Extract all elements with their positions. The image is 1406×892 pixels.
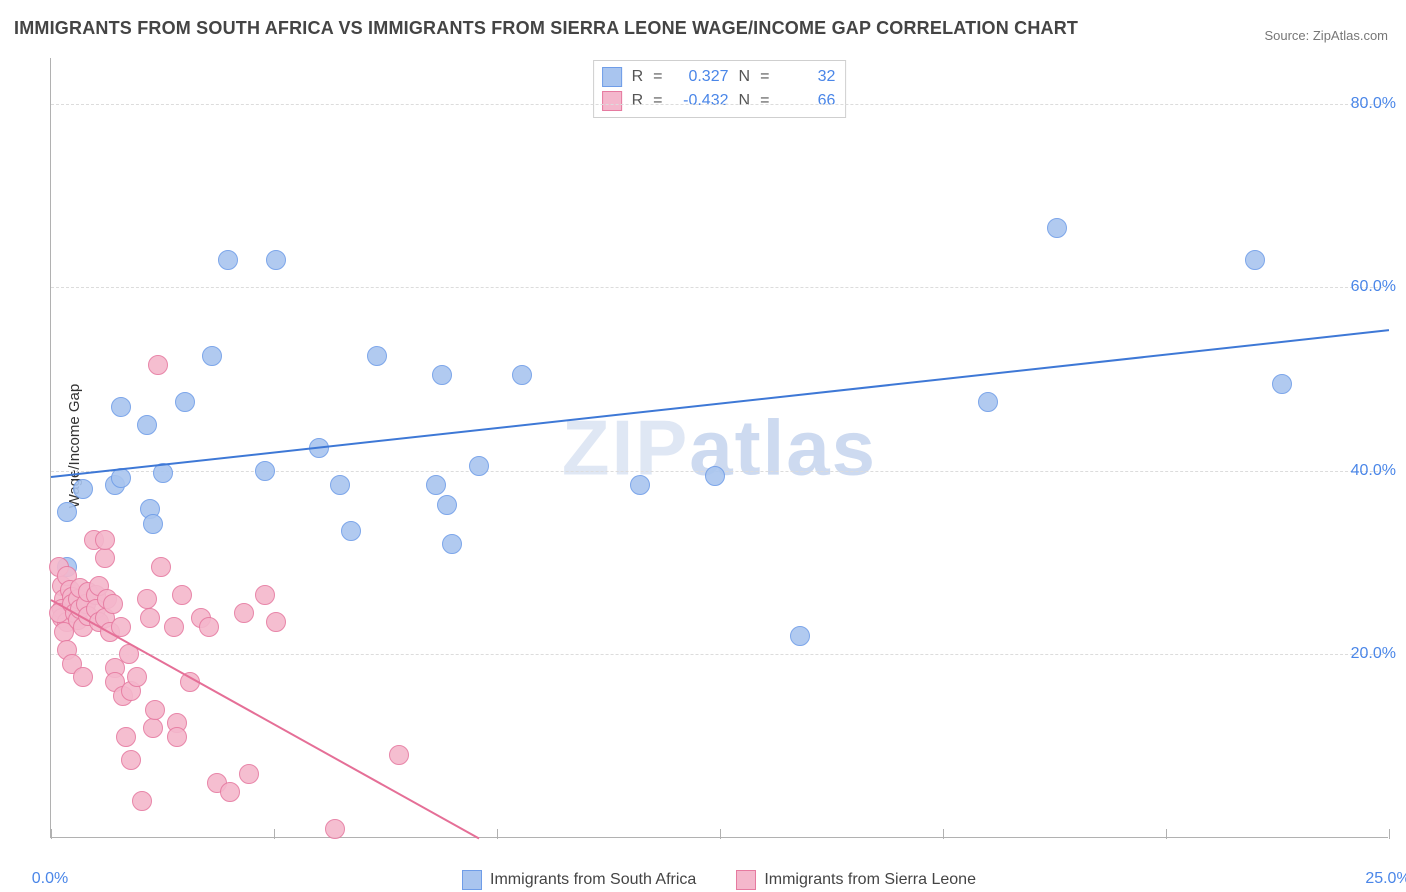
- point-sierra-leone: [239, 764, 259, 784]
- r-value-south-africa: 0.327: [673, 65, 729, 89]
- point-sierra-leone: [95, 548, 115, 568]
- legend-row-south-africa: R = 0.327 N = 32: [602, 65, 836, 89]
- point-sierra-leone: [140, 608, 160, 628]
- y-tick-label: 80.0%: [1351, 95, 1396, 113]
- swatch-sierra-leone: [736, 870, 756, 890]
- point-south-africa: [57, 502, 77, 522]
- point-sierra-leone: [73, 667, 93, 687]
- legend-item-sierra-leone: Immigrants from Sierra Leone: [736, 870, 976, 890]
- point-sierra-leone: [132, 791, 152, 811]
- point-south-africa: [437, 495, 457, 515]
- point-sierra-leone: [389, 745, 409, 765]
- chart-title: IMMIGRANTS FROM SOUTH AFRICA VS IMMIGRAN…: [14, 18, 1078, 39]
- point-sierra-leone: [164, 617, 184, 637]
- point-south-africa: [1272, 374, 1292, 394]
- point-south-africa: [73, 479, 93, 499]
- x-tick: [51, 829, 52, 839]
- point-sierra-leone: [325, 819, 345, 839]
- point-south-africa: [111, 468, 131, 488]
- point-south-africa: [143, 514, 163, 534]
- point-sierra-leone: [220, 782, 240, 802]
- n-label: N: [739, 65, 751, 89]
- gridline: [51, 654, 1388, 655]
- r-label: R: [632, 65, 644, 89]
- swatch-south-africa: [462, 870, 482, 890]
- n-value-sierra-leone: 66: [779, 89, 835, 113]
- r-label: R: [632, 89, 644, 113]
- point-sierra-leone: [116, 727, 136, 747]
- point-south-africa: [1245, 250, 1265, 270]
- point-south-africa: [1047, 218, 1067, 238]
- point-south-africa: [432, 365, 452, 385]
- trendline-sierra-leone: [51, 600, 480, 840]
- point-sierra-leone: [121, 750, 141, 770]
- point-sierra-leone: [143, 718, 163, 738]
- correlation-legend: R = 0.327 N = 32 R = -0.432 N = 66: [593, 60, 847, 118]
- y-tick-label: 20.0%: [1351, 645, 1396, 663]
- equals-sign: =: [760, 89, 769, 113]
- point-sierra-leone: [95, 530, 115, 550]
- gridline: [51, 104, 1388, 105]
- point-sierra-leone: [103, 594, 123, 614]
- point-south-africa: [202, 346, 222, 366]
- point-sierra-leone: [167, 727, 187, 747]
- equals-sign: =: [653, 89, 662, 113]
- swatch-sierra-leone: [602, 91, 622, 111]
- point-south-africa: [978, 392, 998, 412]
- point-south-africa: [175, 392, 195, 412]
- legend-label-south-africa: Immigrants from South Africa: [490, 871, 696, 889]
- x-tick: [497, 829, 498, 839]
- point-south-africa: [137, 415, 157, 435]
- point-south-africa: [266, 250, 286, 270]
- source-attribution: Source: ZipAtlas.com: [1264, 28, 1388, 43]
- point-sierra-leone: [145, 700, 165, 720]
- point-sierra-leone: [172, 585, 192, 605]
- series-legend: Immigrants from South Africa Immigrants …: [50, 870, 1388, 890]
- point-sierra-leone: [137, 589, 157, 609]
- equals-sign: =: [653, 65, 662, 89]
- r-value-sierra-leone: -0.432: [673, 89, 729, 113]
- point-sierra-leone: [255, 585, 275, 605]
- point-south-africa: [512, 365, 532, 385]
- point-sierra-leone: [148, 355, 168, 375]
- gridline: [51, 287, 1388, 288]
- x-tick: [1389, 829, 1390, 839]
- point-sierra-leone: [151, 557, 171, 577]
- x-tick: [1166, 829, 1167, 839]
- legend-label-sierra-leone: Immigrants from Sierra Leone: [764, 871, 976, 889]
- point-south-africa: [790, 626, 810, 646]
- legend-item-south-africa: Immigrants from South Africa: [462, 870, 696, 890]
- chart-plot-area: ZIPatlas R = 0.327 N = 32 R = -0.432 N =…: [50, 58, 1388, 838]
- n-value-south-africa: 32: [779, 65, 835, 89]
- x-tick: [720, 829, 721, 839]
- point-south-africa: [255, 461, 275, 481]
- y-tick-label: 40.0%: [1351, 462, 1396, 480]
- point-south-africa: [341, 521, 361, 541]
- point-south-africa: [442, 534, 462, 554]
- point-sierra-leone: [234, 603, 254, 623]
- point-sierra-leone: [127, 667, 147, 687]
- point-south-africa: [469, 456, 489, 476]
- n-label: N: [739, 89, 751, 113]
- equals-sign: =: [760, 65, 769, 89]
- point-south-africa: [426, 475, 446, 495]
- watermark-brand-a: ZIP: [562, 403, 689, 491]
- swatch-south-africa: [602, 67, 622, 87]
- point-south-africa: [111, 397, 131, 417]
- x-tick: [274, 829, 275, 839]
- point-south-africa: [218, 250, 238, 270]
- x-tick: [943, 829, 944, 839]
- legend-row-sierra-leone: R = -0.432 N = 66: [602, 89, 836, 113]
- point-sierra-leone: [266, 612, 286, 632]
- y-tick-label: 60.0%: [1351, 278, 1396, 296]
- point-sierra-leone: [199, 617, 219, 637]
- trendline-south-africa: [51, 329, 1389, 478]
- point-south-africa: [367, 346, 387, 366]
- point-south-africa: [630, 475, 650, 495]
- point-south-africa: [705, 466, 725, 486]
- point-south-africa: [330, 475, 350, 495]
